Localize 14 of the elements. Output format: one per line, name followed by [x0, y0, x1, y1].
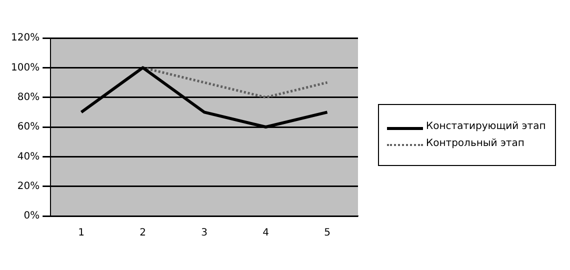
x-tick-label: 1 [78, 228, 85, 239]
legend-label: Контрольный этап [426, 138, 526, 149]
y-tick-label: 80% [17, 92, 40, 103]
x-tick-label: 3 [201, 228, 208, 239]
y-tick-label: 20% [17, 180, 40, 192]
x-tick-label: 2 [140, 228, 146, 239]
y-tick-label: 120% [10, 32, 40, 44]
legend-label: Констатирующий этап [426, 121, 547, 132]
y-tick-label: 60% [17, 122, 40, 133]
y-tick-label: 40% [17, 151, 40, 162]
y-tick-label: 100% [10, 62, 40, 74]
x-tick-label: 5 [324, 228, 330, 239]
y-tick-label: 0% [24, 210, 40, 222]
x-tick-label: 4 [262, 228, 269, 239]
